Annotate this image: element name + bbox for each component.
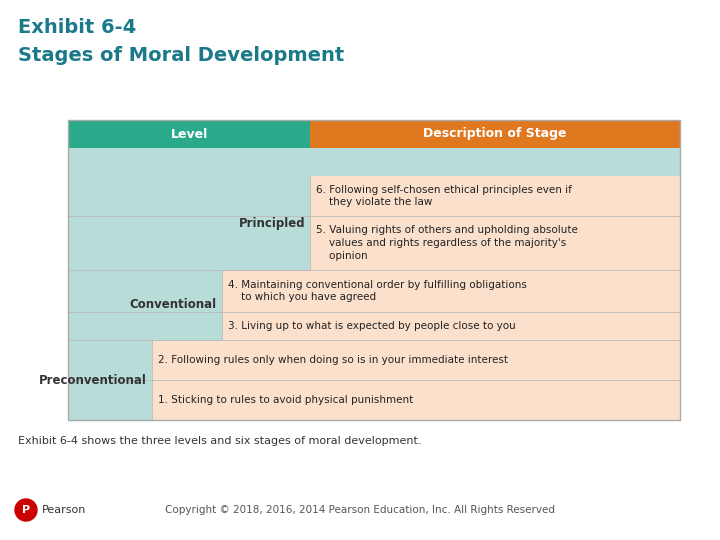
Text: 1. Sticking to rules to avoid physical punishment: 1. Sticking to rules to avoid physical p… (158, 395, 413, 405)
Circle shape (15, 499, 37, 521)
Bar (222, 270, 680, 340)
Text: 5. Valuing rights of others and upholding absolute
    values and rights regardl: 5. Valuing rights of others and upholdin… (316, 225, 578, 261)
Text: 3. Living up to what is expected by people close to you: 3. Living up to what is expected by peop… (228, 321, 516, 331)
Bar (310, 120, 680, 148)
Text: Description of Stage: Description of Stage (423, 127, 567, 140)
Text: Pearson: Pearson (42, 505, 86, 515)
Text: 6. Following self-chosen ethical principles even if
    they violate the law: 6. Following self-chosen ethical princip… (316, 185, 572, 207)
Text: Stages of Moral Development: Stages of Moral Development (18, 46, 344, 65)
Bar (68, 120, 310, 148)
Text: Principled: Principled (238, 217, 305, 230)
Bar (310, 176, 680, 270)
Text: Preconventional: Preconventional (39, 374, 147, 387)
Bar (152, 340, 680, 420)
Text: Copyright © 2018, 2016, 2014 Pearson Education, Inc. All Rights Reserved: Copyright © 2018, 2016, 2014 Pearson Edu… (165, 505, 555, 515)
Text: Level: Level (171, 127, 207, 140)
Text: P: P (22, 505, 30, 515)
Text: Exhibit 6-4: Exhibit 6-4 (18, 18, 136, 37)
Text: Conventional: Conventional (130, 299, 217, 312)
Text: Exhibit 6-4 shows the three levels and six stages of moral development.: Exhibit 6-4 shows the three levels and s… (18, 436, 421, 446)
Text: 4. Maintaining conventional order by fulfilling obligations
    to which you hav: 4. Maintaining conventional order by ful… (228, 280, 527, 302)
Bar (68, 120, 680, 420)
Text: 2. Following rules only when doing so is in your immediate interest: 2. Following rules only when doing so is… (158, 355, 508, 365)
Bar (68, 148, 680, 420)
